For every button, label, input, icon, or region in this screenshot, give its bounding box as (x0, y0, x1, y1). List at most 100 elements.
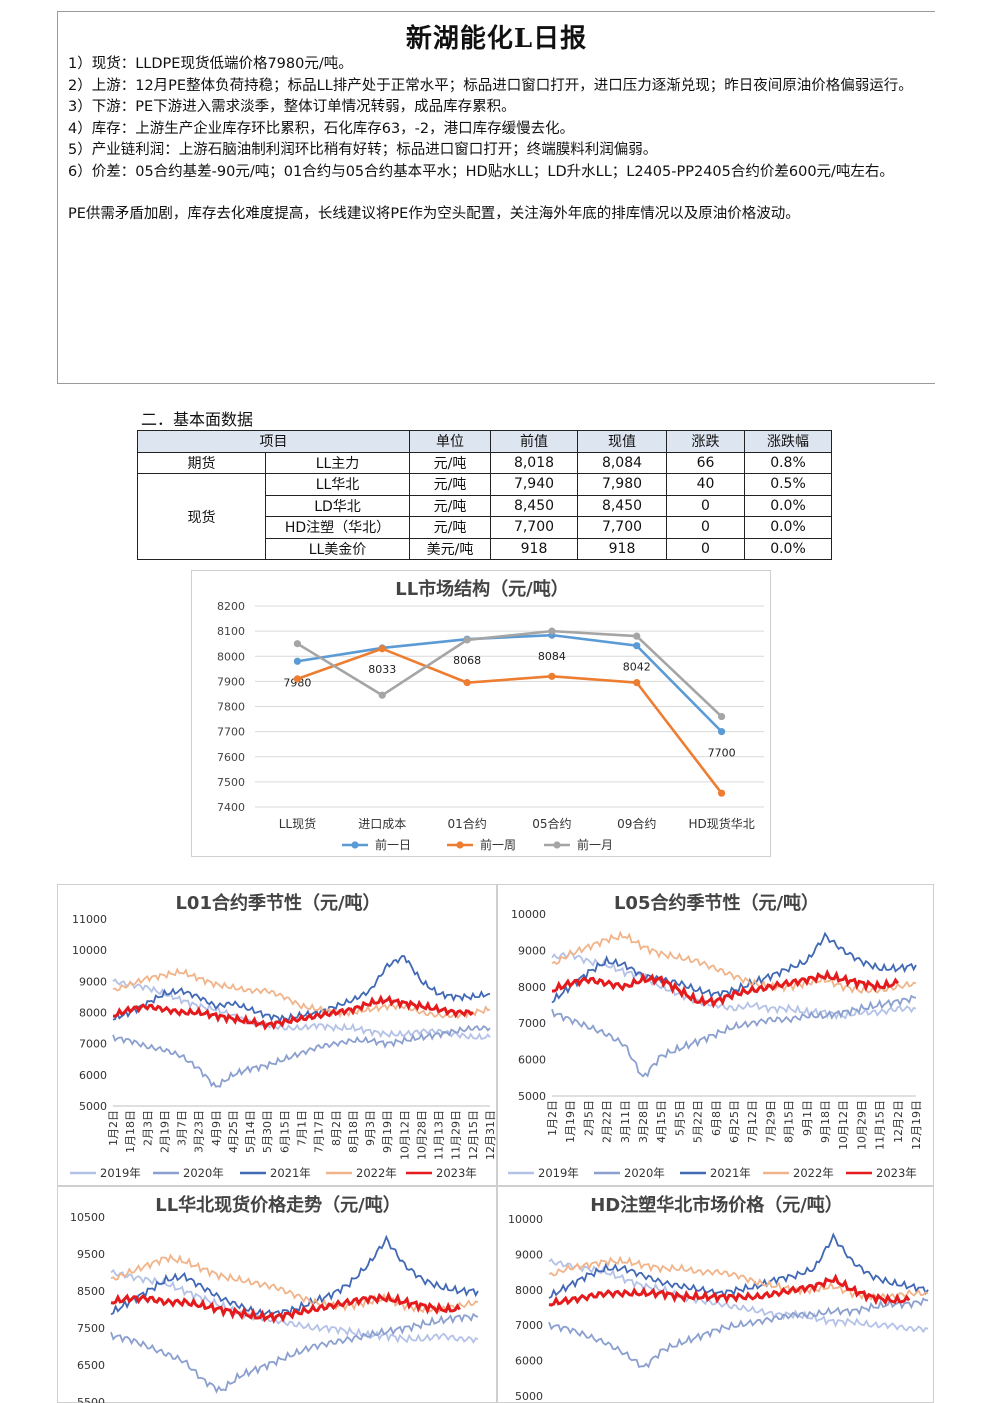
cell-pct: 0.0% (744, 537, 832, 560)
y-tick-label: 9000 (518, 944, 546, 957)
summary-line-spread: 6）价差：05合约基差-90元/吨；01合约与05合约基本平水；HD贴水LL；L… (68, 163, 894, 180)
summary-lines: 1）现货：LLDPE现货低端价格7980元/吨。 2）上游：12月PE整体负荷持… (68, 54, 930, 226)
x-tick-label: 10月12日 (398, 1110, 411, 1160)
l01-seasonality-chart: L01合约季节性（元/吨） 5000 6000 7000 8000 9000 10000 11… (57, 884, 497, 1186)
cell-prev: 8,450 (490, 494, 578, 517)
cell-prev: 8,018 (490, 451, 578, 474)
x-tick-label: HD现货华北 (688, 816, 754, 831)
summary-box: 新湖能化L日报 1）现货：LLDPE现货低端价格7980元/吨。 2）上游：12… (57, 11, 935, 384)
y-tick-label: 5500 (77, 1396, 105, 1403)
series-line-0 (551, 951, 917, 1021)
y-tick-label: 8000 (518, 981, 546, 994)
x-tick-label: 1月2日 (107, 1110, 120, 1146)
y-tick-label: 10500 (70, 1211, 105, 1224)
cell-pct: 0.5% (744, 473, 832, 496)
y-tick-label: 8000 (79, 1007, 107, 1020)
data-label: 8084 (538, 650, 566, 663)
market-structure-chart: LL市场结构（元/吨） 7400 7500 7600 7700 7800 7900 8000 8… (191, 570, 771, 857)
cell-item: HD注塑（华北） (265, 516, 410, 539)
series-line-4 (113, 994, 474, 1031)
report-title: 新湖能化L日报 (405, 24, 588, 54)
data-point (633, 642, 641, 650)
y-tick-label: 9000 (515, 1248, 543, 1261)
y-tick-label: 10000 (508, 1213, 543, 1226)
ll-north-spot-chart: LL华北现货价格走势（元/吨） 5500 6500 7500 8500 9500 10500 (57, 1186, 497, 1403)
y-tick-label: 8100 (217, 625, 245, 638)
series-line-4 (110, 1291, 461, 1325)
legend-label: 前一日 (375, 837, 411, 852)
data-point (717, 789, 726, 797)
cell-prev: 7,700 (490, 516, 578, 539)
y-tick-label: 6000 (79, 1069, 107, 1082)
y-tick-label: 6000 (518, 1054, 546, 1067)
series-line-1 (296, 647, 723, 794)
legend-label: 2019年 (538, 1166, 579, 1180)
cell-item: LD华北 (265, 494, 410, 517)
x-tick-label: 3月23日 (193, 1110, 206, 1153)
cell-pct: 0.8% (744, 451, 832, 474)
x-tick-label: 1月19日 (564, 1100, 577, 1143)
cell-pct: 0.0% (744, 494, 832, 517)
x-tick-label: 6月25日 (728, 1100, 741, 1143)
y-tick-label: 7900 (217, 675, 245, 688)
data-label: 8042 (623, 661, 651, 674)
series-line-2 (548, 1232, 929, 1299)
legend-label: 前一周 (480, 837, 516, 852)
data-point (633, 632, 641, 640)
y-tick-label: 6000 (515, 1355, 543, 1368)
x-tick-label: 2月5日 (582, 1100, 595, 1136)
data-point (717, 712, 726, 721)
cell-unit: 美元/吨 (409, 537, 491, 560)
y-tick-label: 7700 (217, 726, 245, 739)
series-line-0 (112, 978, 491, 1040)
y-tick-label: 8500 (77, 1285, 105, 1298)
data-point (548, 672, 556, 680)
cell-chg: 0 (666, 494, 745, 517)
y-tick-label: 7500 (217, 776, 245, 789)
y-tick-label: 8000 (217, 650, 245, 663)
x-tick-label: 5月22日 (692, 1100, 705, 1143)
y-tick-label: 5000 (515, 1390, 543, 1403)
x-tick-label: 11月15日 (874, 1100, 887, 1150)
data-point (463, 679, 471, 687)
y-tick-label: 7400 (217, 801, 245, 814)
x-tick-label: 5月5日 (673, 1100, 686, 1136)
section-title: 二．基本面数据 (141, 410, 254, 429)
x-tick-label: 8月15日 (783, 1100, 796, 1143)
x-tick-label: 7月17日 (313, 1110, 326, 1153)
series-line-1 (548, 1297, 929, 1369)
x-tick-label: 12月19日 (910, 1100, 923, 1150)
data-label: 8033 (368, 663, 396, 676)
y-tick-label: 7000 (518, 1017, 546, 1030)
seasonal-svg: L01合约季节性（元/吨） 5000 6000 7000 8000 9000 10000 11… (70, 892, 497, 1180)
legend-label: 2022年 (793, 1166, 834, 1180)
summary-conclusion: PE供需矛盾加剧，库存去化难度提高，长线建议将PE作为空头配置，关注海外年底的排… (68, 206, 800, 222)
data-point (378, 645, 386, 653)
x-tick-label: 9月3日 (364, 1110, 377, 1146)
seasonal-svg: LL华北现货价格走势（元/吨） 5500 6500 7500 8500 9500 10500 (70, 1194, 479, 1403)
y-tick-label: 5000 (79, 1100, 107, 1113)
table-row: LL美金价 美元/吨 918 918 0 0.0% (138, 537, 832, 560)
x-tick-label: 6月15日 (278, 1110, 291, 1153)
table-row: 现货 LL华北 元/吨 7,940 7,980 40 0.5% (137, 473, 832, 560)
cell-unit: 元/吨 (409, 473, 491, 496)
x-tick-label: 10月12日 (837, 1100, 850, 1150)
x-tick-label: 12月31日 (484, 1110, 497, 1160)
data-label: 7980 (283, 676, 311, 689)
legend-label: 前一月 (577, 837, 613, 852)
y-tick-label: 5000 (518, 1090, 546, 1103)
chart-title: L05合约季节性（元/吨） (614, 892, 819, 914)
legend-label: 2021年 (270, 1166, 311, 1180)
data-point (378, 691, 386, 699)
x-tick-label: 4月25日 (227, 1110, 240, 1153)
data-point (463, 636, 471, 644)
header-unit: 单位 (409, 430, 491, 453)
summary-line-spot: 1）现货：LLDPE现货低端价格7980元/吨。 (68, 56, 353, 72)
table-row: HD注塑（华北） 元/吨 7,700 7,700 0 0.0% (138, 516, 832, 539)
x-tick-label: 1月2日 (546, 1100, 559, 1136)
series-line-1 (551, 994, 917, 1078)
x-tick-label: 7月1日 (296, 1110, 309, 1146)
legend-marker (553, 841, 561, 849)
legend-label: 2023年 (876, 1166, 917, 1180)
cell-chg: 0 (666, 537, 745, 560)
